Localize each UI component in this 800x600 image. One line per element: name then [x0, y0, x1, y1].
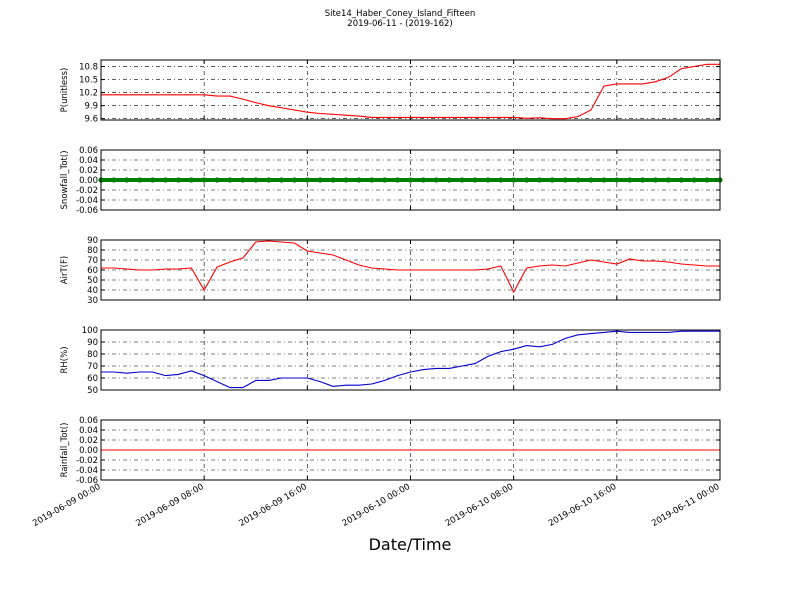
- y-tick-label: 0.02: [79, 166, 98, 176]
- y-tick-label: 9.9: [84, 102, 98, 112]
- y-tick-label: 0.06: [79, 416, 98, 426]
- y-tick-label: -0.02: [76, 186, 98, 196]
- data-line: [101, 330, 720, 389]
- y-tick-label: 70: [87, 362, 98, 372]
- x-tick-label: 2019-06-10 08:00: [444, 482, 515, 529]
- y-axis-label: P(unitless): [60, 68, 70, 113]
- y-tick-label: 50: [87, 386, 98, 396]
- plot-frame: [100, 419, 721, 481]
- y-tick-label: 9.6: [84, 115, 98, 125]
- y-tick-label: 0.04: [79, 426, 98, 436]
- plot-frame: [100, 239, 721, 301]
- y-tick-label: 50: [87, 276, 98, 286]
- x-tick-label: 2019-06-09 00:00: [31, 482, 102, 529]
- y-tick-label: 10.5: [79, 76, 98, 86]
- y-axis-label: AirT(F): [60, 256, 70, 284]
- panel: -0.06-0.04-0.020.000.020.040.06 Snowfall_…: [60, 146, 723, 216]
- y-tick-label: 60: [87, 266, 98, 276]
- y-axis-label: Snowfall_Tot(): [60, 150, 70, 209]
- plot-frame: [100, 329, 721, 391]
- chart-subtitle: 2019-06-11 - (2019-162): [347, 19, 452, 29]
- y-tick-label: 60: [87, 374, 98, 384]
- y-tick-label: 70: [87, 256, 98, 266]
- y-tick-label: 10.2: [79, 89, 98, 99]
- y-tick-label: 0.00: [79, 446, 98, 456]
- y-tick-label: 0.00: [79, 176, 98, 186]
- x-tick-label: 2019-06-10 00:00: [341, 482, 412, 529]
- plot-frame: [100, 149, 721, 211]
- y-tick-label: 30: [87, 296, 98, 306]
- data-line: [101, 240, 720, 294]
- x-axis-label: Date/Time: [369, 535, 452, 554]
- y-tick-label: 80: [87, 350, 98, 360]
- y-axis-label: RH(%): [60, 346, 70, 373]
- y-tick-label: -0.04: [76, 466, 98, 476]
- y-tick-label: -0.02: [76, 456, 98, 466]
- y-tick-label: -0.06: [76, 476, 98, 486]
- y-tick-label: 90: [87, 236, 98, 246]
- y-tick-label: 10.8: [79, 63, 98, 73]
- panel: 9.6 9.9 10.2 10.5 10.8 P(unitless): [60, 59, 721, 125]
- y-tick-label: 0.02: [79, 436, 98, 446]
- x-tick-label: 2019-06-11 00:00: [650, 482, 721, 529]
- y-tick-label: 40: [87, 286, 98, 296]
- y-tick-label: -0.04: [76, 196, 98, 206]
- x-tick-label: 2019-06-09 16:00: [237, 482, 308, 529]
- y-tick-label: 80: [87, 246, 98, 256]
- data-line: [101, 63, 720, 120]
- panel: -0.06-0.04-0.020.000.020.040.06 Rainfall_…: [60, 416, 721, 486]
- y-tick-label: 100: [82, 326, 98, 336]
- y-tick-label: 0.04: [79, 156, 98, 166]
- x-tick-label: 2019-06-09 08:00: [134, 482, 205, 529]
- x-tick-label: 2019-06-10 16:00: [547, 482, 618, 529]
- y-axis-label: Rainfall_Tot(): [60, 423, 70, 478]
- plot-frame: [100, 59, 721, 121]
- y-tick-label: -0.06: [76, 206, 98, 216]
- chart-title: Site14_Haber_Coney_Island_Fifteen: [325, 9, 476, 19]
- y-tick-label: 90: [87, 338, 98, 348]
- y-tick-label: 0.06: [79, 146, 98, 156]
- panel: 50 60 70 80 90 100 RH(%): [60, 326, 721, 396]
